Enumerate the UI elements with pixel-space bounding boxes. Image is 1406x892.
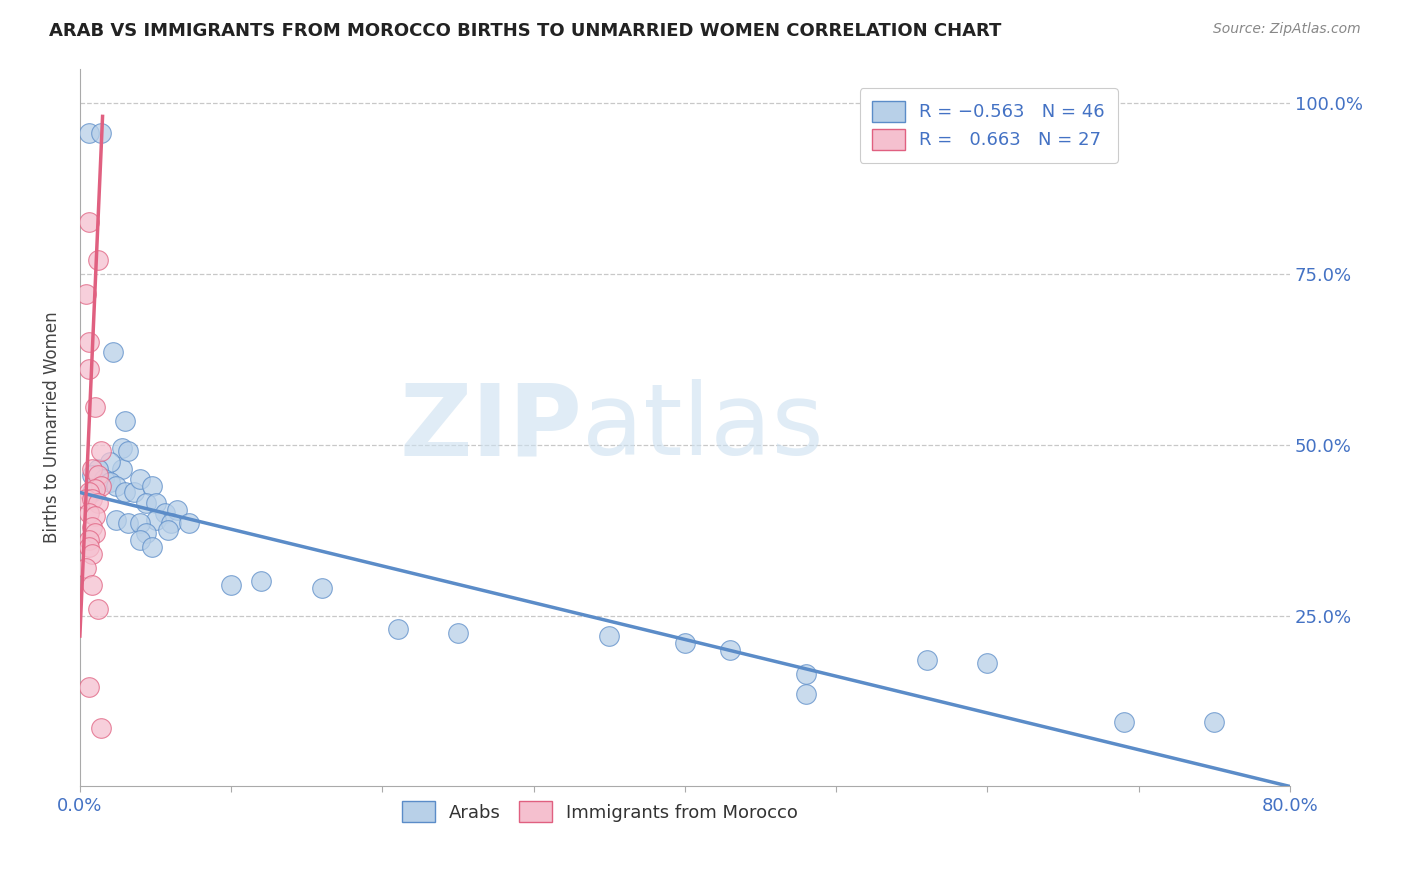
Point <box>98 455 121 469</box>
Point <box>794 666 817 681</box>
Point <box>84 400 107 414</box>
Point <box>77 681 100 695</box>
Point <box>145 513 167 527</box>
Point <box>111 461 134 475</box>
Point <box>80 492 103 507</box>
Point <box>84 509 107 524</box>
Text: atlas: atlas <box>582 379 824 476</box>
Point <box>90 478 112 492</box>
Point <box>111 441 134 455</box>
Point <box>153 506 176 520</box>
Point <box>135 496 157 510</box>
Point <box>77 540 100 554</box>
Point <box>87 252 110 267</box>
Point <box>77 485 100 500</box>
Point <box>1112 714 1135 729</box>
Point <box>80 485 103 500</box>
Point <box>80 547 103 561</box>
Point <box>145 496 167 510</box>
Point <box>77 127 100 141</box>
Point <box>156 523 179 537</box>
Point <box>117 444 139 458</box>
Point <box>387 622 409 636</box>
Point <box>93 472 115 486</box>
Point <box>77 334 100 349</box>
Point <box>159 516 181 531</box>
Point <box>141 540 163 554</box>
Point <box>84 526 107 541</box>
Point <box>311 581 333 595</box>
Point <box>124 485 146 500</box>
Text: ZIP: ZIP <box>399 379 582 476</box>
Point <box>77 215 100 229</box>
Point <box>177 516 200 531</box>
Point <box>135 526 157 541</box>
Point <box>101 345 124 359</box>
Point <box>98 475 121 490</box>
Point <box>1204 714 1226 729</box>
Point <box>129 516 152 531</box>
Point <box>84 482 107 496</box>
Point <box>75 492 97 507</box>
Point <box>976 657 998 671</box>
Point <box>90 444 112 458</box>
Point <box>117 516 139 531</box>
Point <box>114 414 136 428</box>
Point <box>77 506 100 520</box>
Point <box>87 601 110 615</box>
Point <box>794 687 817 701</box>
Point <box>77 533 100 548</box>
Point <box>90 722 112 736</box>
Point <box>129 472 152 486</box>
Point <box>915 653 938 667</box>
Point <box>80 468 103 483</box>
Point <box>80 461 103 475</box>
Point <box>673 636 696 650</box>
Point <box>141 478 163 492</box>
Point <box>718 642 741 657</box>
Point <box>105 513 128 527</box>
Legend: Arabs, Immigrants from Morocco: Arabs, Immigrants from Morocco <box>389 789 811 835</box>
Point <box>87 461 110 475</box>
Point <box>80 519 103 533</box>
Y-axis label: Births to Unmarried Women: Births to Unmarried Women <box>44 311 60 543</box>
Point <box>219 578 242 592</box>
Point <box>250 574 273 589</box>
Point <box>447 625 470 640</box>
Point <box>77 362 100 376</box>
Text: Source: ZipAtlas.com: Source: ZipAtlas.com <box>1213 22 1361 37</box>
Text: ARAB VS IMMIGRANTS FROM MOROCCO BIRTHS TO UNMARRIED WOMEN CORRELATION CHART: ARAB VS IMMIGRANTS FROM MOROCCO BIRTHS T… <box>49 22 1001 40</box>
Point <box>166 502 188 516</box>
Point <box>75 560 97 574</box>
Point <box>80 578 103 592</box>
Point <box>87 468 110 483</box>
Point <box>87 496 110 510</box>
Point <box>114 485 136 500</box>
Point <box>598 629 620 643</box>
Point <box>129 533 152 548</box>
Point <box>90 127 112 141</box>
Point <box>75 287 97 301</box>
Point <box>105 478 128 492</box>
